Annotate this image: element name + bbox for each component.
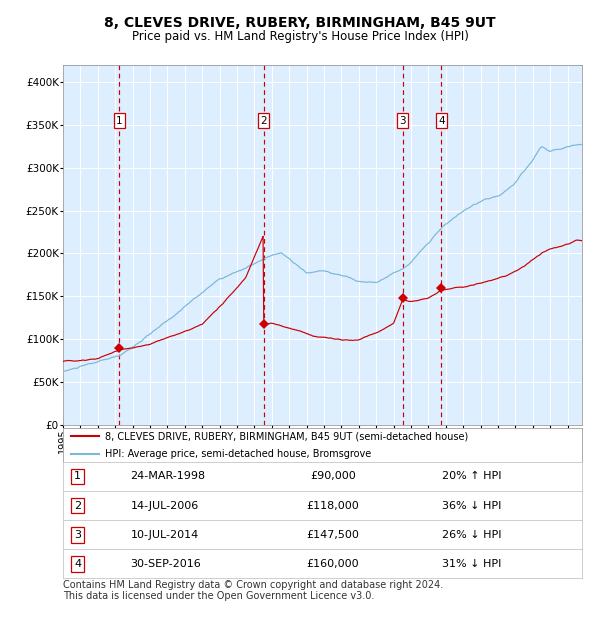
- Text: 20% ↑ HPI: 20% ↑ HPI: [442, 471, 502, 482]
- Text: £160,000: £160,000: [307, 559, 359, 569]
- Text: 3: 3: [400, 116, 406, 126]
- Text: 10-JUL-2014: 10-JUL-2014: [130, 529, 199, 540]
- Text: 26% ↓ HPI: 26% ↓ HPI: [442, 529, 502, 540]
- Text: HPI: Average price, semi-detached house, Bromsgrove: HPI: Average price, semi-detached house,…: [104, 450, 371, 459]
- Text: Contains HM Land Registry data © Crown copyright and database right 2024.
This d: Contains HM Land Registry data © Crown c…: [63, 580, 443, 601]
- Text: 31% ↓ HPI: 31% ↓ HPI: [442, 559, 501, 569]
- Text: 8, CLEVES DRIVE, RUBERY, BIRMINGHAM, B45 9UT: 8, CLEVES DRIVE, RUBERY, BIRMINGHAM, B45…: [104, 16, 496, 30]
- Text: 30-SEP-2016: 30-SEP-2016: [130, 559, 201, 569]
- Text: £147,500: £147,500: [307, 529, 359, 540]
- Text: 4: 4: [74, 559, 81, 569]
- Text: 2: 2: [260, 116, 267, 126]
- Text: £90,000: £90,000: [310, 471, 356, 482]
- Text: 1: 1: [74, 471, 81, 482]
- Text: 1: 1: [116, 116, 122, 126]
- Text: 14-JUL-2006: 14-JUL-2006: [130, 500, 199, 511]
- Text: 3: 3: [74, 529, 81, 540]
- Text: 36% ↓ HPI: 36% ↓ HPI: [442, 500, 501, 511]
- Text: 8, CLEVES DRIVE, RUBERY, BIRMINGHAM, B45 9UT (semi-detached house): 8, CLEVES DRIVE, RUBERY, BIRMINGHAM, B45…: [104, 432, 468, 441]
- Text: 24-MAR-1998: 24-MAR-1998: [130, 471, 206, 482]
- Text: 4: 4: [438, 116, 445, 126]
- Text: Price paid vs. HM Land Registry's House Price Index (HPI): Price paid vs. HM Land Registry's House …: [131, 30, 469, 43]
- Text: £118,000: £118,000: [307, 500, 359, 511]
- Text: 2: 2: [74, 500, 81, 511]
